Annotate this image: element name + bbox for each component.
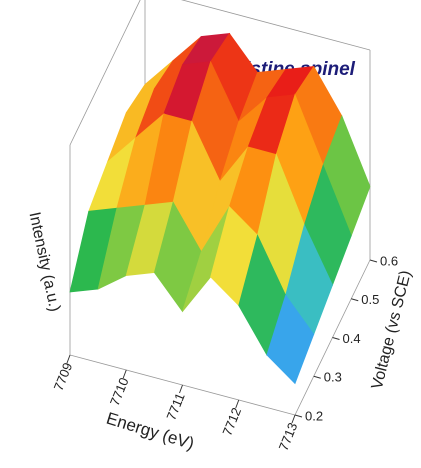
x-tick-label: 7710 bbox=[107, 375, 132, 407]
x-tick bbox=[122, 369, 127, 379]
y-tick bbox=[351, 298, 359, 302]
z-axis-title: Intensity (a.u.) bbox=[25, 211, 63, 314]
y-tick bbox=[313, 375, 321, 379]
x-tick-label: 7709 bbox=[51, 360, 76, 392]
box-edge bbox=[69, 0, 141, 146]
y-tick-label: 0.2 bbox=[305, 408, 323, 423]
x-tick bbox=[235, 399, 240, 409]
y-tick bbox=[332, 337, 340, 340]
y-tick-label: 0.4 bbox=[343, 331, 361, 346]
x-tick bbox=[66, 354, 71, 364]
surface-cell bbox=[266, 294, 315, 385]
x-tick-label: 7711 bbox=[163, 391, 187, 423]
y-tick-label: 0.6 bbox=[380, 253, 398, 268]
box-edge bbox=[180, 0, 371, 51]
y-tick-label: 0.3 bbox=[324, 370, 342, 385]
x-axis-title: Energy (eV) bbox=[104, 409, 196, 454]
x-tick bbox=[291, 414, 296, 424]
y-axis-title: Voltage (vs SCE) bbox=[369, 269, 415, 391]
y-tick bbox=[369, 259, 378, 263]
x-tick bbox=[179, 384, 183, 394]
x-tick-label: 7713 bbox=[276, 420, 301, 452]
y-tick bbox=[294, 414, 303, 418]
x-tick-label: 7712 bbox=[219, 405, 244, 437]
y-tick-label: 0.5 bbox=[361, 292, 379, 307]
